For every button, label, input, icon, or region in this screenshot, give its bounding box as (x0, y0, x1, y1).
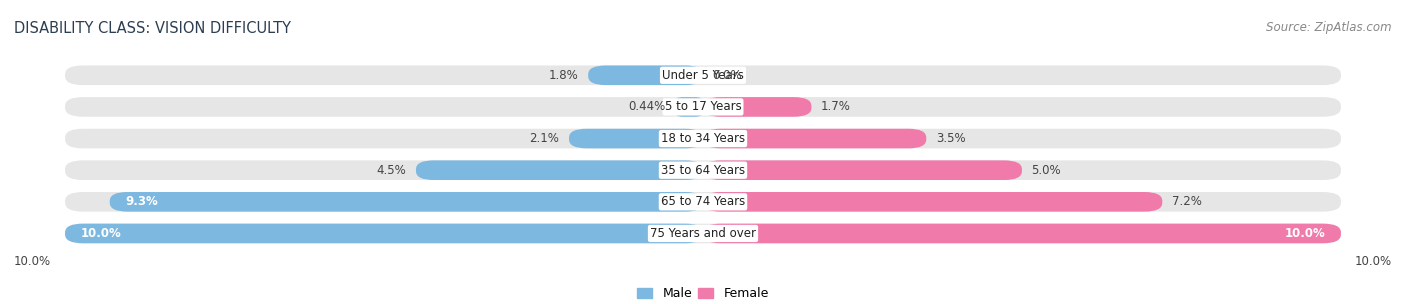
FancyBboxPatch shape (703, 129, 927, 148)
Text: Source: ZipAtlas.com: Source: ZipAtlas.com (1267, 21, 1392, 34)
Text: 4.5%: 4.5% (377, 164, 406, 177)
FancyBboxPatch shape (703, 161, 1022, 180)
Text: 7.2%: 7.2% (1171, 195, 1202, 208)
FancyBboxPatch shape (675, 97, 703, 117)
FancyBboxPatch shape (65, 224, 1341, 243)
FancyBboxPatch shape (569, 129, 703, 148)
FancyBboxPatch shape (110, 192, 703, 212)
Text: 0.0%: 0.0% (713, 69, 742, 82)
Text: 75 Years and over: 75 Years and over (650, 227, 756, 240)
Text: 35 to 64 Years: 35 to 64 Years (661, 164, 745, 177)
Text: 18 to 34 Years: 18 to 34 Years (661, 132, 745, 145)
Text: 1.7%: 1.7% (821, 100, 851, 113)
Text: 9.3%: 9.3% (125, 195, 159, 208)
FancyBboxPatch shape (588, 65, 703, 85)
Text: 10.0%: 10.0% (1284, 227, 1324, 240)
FancyBboxPatch shape (65, 97, 1341, 117)
Text: 10.0%: 10.0% (1355, 255, 1392, 268)
Legend: Male, Female: Male, Female (633, 282, 773, 304)
Text: 65 to 74 Years: 65 to 74 Years (661, 195, 745, 208)
Text: 10.0%: 10.0% (14, 255, 51, 268)
Text: 5 to 17 Years: 5 to 17 Years (665, 100, 741, 113)
FancyBboxPatch shape (65, 129, 1341, 148)
FancyBboxPatch shape (65, 65, 1341, 85)
Text: 5.0%: 5.0% (1032, 164, 1062, 177)
Text: Under 5 Years: Under 5 Years (662, 69, 744, 82)
FancyBboxPatch shape (416, 161, 703, 180)
FancyBboxPatch shape (65, 192, 1341, 212)
Text: 10.0%: 10.0% (82, 227, 122, 240)
Text: 0.44%: 0.44% (628, 100, 665, 113)
Text: 1.8%: 1.8% (548, 69, 579, 82)
FancyBboxPatch shape (65, 161, 1341, 180)
Text: DISABILITY CLASS: VISION DIFFICULTY: DISABILITY CLASS: VISION DIFFICULTY (14, 21, 291, 36)
FancyBboxPatch shape (703, 97, 811, 117)
Text: 2.1%: 2.1% (530, 132, 560, 145)
FancyBboxPatch shape (65, 224, 703, 243)
FancyBboxPatch shape (703, 192, 1163, 212)
Text: 3.5%: 3.5% (936, 132, 966, 145)
FancyBboxPatch shape (703, 224, 1341, 243)
